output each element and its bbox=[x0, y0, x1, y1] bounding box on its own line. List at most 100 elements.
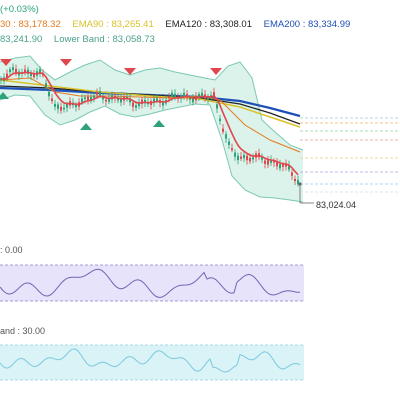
candle-body bbox=[102, 95, 104, 100]
candle-body bbox=[105, 99, 107, 102]
candle-body bbox=[279, 164, 281, 169]
band-fill bbox=[0, 345, 304, 380]
candle-body bbox=[288, 165, 290, 170]
sell-signal-icon bbox=[0, 59, 12, 66]
candle-body bbox=[201, 92, 203, 97]
candle-body bbox=[282, 164, 284, 167]
candle-body bbox=[294, 178, 296, 182]
sell-signal-icon bbox=[60, 59, 72, 66]
legend-ema-30: 30 : 83,178.32 bbox=[0, 19, 61, 30]
legend-ema200: EMA200 : 83,334.99 bbox=[263, 19, 351, 30]
candle-body bbox=[228, 141, 230, 145]
candle-body bbox=[219, 118, 221, 121]
legend-line-2: 30 : 83,178.32 EMA90 : 83,265.41 EMA120 … bbox=[0, 19, 359, 31]
sell-signal-icon bbox=[124, 68, 136, 75]
candle-body bbox=[234, 152, 236, 157]
band-panel-label: and : 30.00 bbox=[0, 326, 46, 336]
candle-body bbox=[225, 134, 227, 139]
candle-body bbox=[99, 91, 101, 96]
candle-body bbox=[24, 69, 26, 74]
lower-band-line bbox=[0, 94, 304, 203]
candle-body bbox=[297, 179, 299, 185]
candle-body bbox=[120, 97, 122, 103]
candle-body bbox=[63, 107, 65, 110]
candle-body bbox=[276, 162, 278, 167]
rsi-line bbox=[0, 268, 300, 299]
candle-body bbox=[207, 96, 209, 100]
candle-body bbox=[261, 157, 263, 160]
candle-body bbox=[156, 98, 158, 101]
candle-body bbox=[174, 93, 176, 99]
candle-body bbox=[249, 157, 251, 162]
candle-body bbox=[33, 74, 35, 78]
legend-ema90: EMA90 : 83,265.41 bbox=[72, 19, 154, 30]
candle-body bbox=[135, 105, 137, 108]
candle-body bbox=[15, 68, 17, 74]
candle-body bbox=[6, 73, 8, 79]
rsi-panel bbox=[0, 264, 304, 302]
candle-body bbox=[138, 103, 140, 107]
candle-body bbox=[168, 96, 170, 99]
candle-body bbox=[222, 128, 224, 132]
candle-body bbox=[132, 102, 134, 107]
ema-mid-line bbox=[0, 77, 301, 153]
candle-body bbox=[9, 69, 11, 73]
legend-ema120: EMA120 : 83,308.01 bbox=[165, 19, 252, 30]
candle-body bbox=[213, 92, 215, 97]
candle-body bbox=[84, 97, 86, 100]
candle-body bbox=[171, 92, 173, 97]
candle-body bbox=[243, 154, 245, 159]
candle-body bbox=[39, 69, 41, 73]
candle-body bbox=[54, 103, 56, 107]
candle-body bbox=[186, 93, 188, 98]
candle-body bbox=[93, 95, 95, 98]
last-price-dot bbox=[298, 182, 302, 186]
rsi-panel-label: : 0.00 bbox=[0, 245, 23, 255]
candle-body bbox=[252, 157, 254, 160]
candle-body bbox=[108, 97, 110, 102]
buy-signal-icon bbox=[153, 120, 165, 127]
price-change: (+0.03%) bbox=[0, 4, 39, 15]
candle-body bbox=[192, 98, 194, 103]
candle-body bbox=[270, 159, 272, 163]
candle-body bbox=[60, 106, 62, 111]
sell-signal-icon bbox=[210, 68, 222, 75]
legend-line-3: 83,241.90 Lower Band : 83,058.73 bbox=[0, 34, 164, 46]
legend-upper-band: 83,241.90 bbox=[0, 34, 43, 45]
candle-body bbox=[237, 155, 239, 161]
candle-body bbox=[240, 156, 242, 159]
last-price-label: 83,024.04 bbox=[316, 200, 357, 210]
candle-body bbox=[75, 104, 77, 108]
candle-body bbox=[117, 97, 119, 101]
candle-body bbox=[183, 92, 185, 98]
candle-body bbox=[198, 93, 200, 97]
candle-body bbox=[81, 98, 83, 103]
candle-body bbox=[216, 104, 218, 109]
candle-body bbox=[90, 96, 92, 102]
bollinger-band-fill bbox=[0, 56, 303, 202]
candle-body bbox=[51, 98, 53, 102]
candle-body bbox=[162, 101, 164, 106]
candle-body bbox=[231, 148, 233, 151]
candle-body bbox=[111, 95, 113, 100]
band-panel bbox=[0, 344, 304, 381]
candle-body bbox=[57, 104, 59, 109]
legend-lower-band: Lower Band : 83,058.73 bbox=[53, 34, 155, 45]
ema-short-line bbox=[0, 71, 299, 176]
upper-band-line bbox=[0, 55, 304, 151]
band-line bbox=[0, 348, 301, 373]
candle-body bbox=[264, 160, 266, 164]
candle-body bbox=[96, 91, 98, 95]
buy-signal-icon bbox=[80, 123, 92, 130]
buy-signal-icon bbox=[0, 92, 9, 99]
candle-body bbox=[153, 98, 155, 103]
candle-body bbox=[291, 172, 293, 176]
legend-line-1: (+0.03%) bbox=[0, 4, 48, 16]
candle-body bbox=[45, 83, 47, 88]
candle-body bbox=[267, 160, 269, 165]
candle-body bbox=[30, 73, 32, 77]
candle-body bbox=[129, 98, 131, 103]
candle-body bbox=[48, 91, 50, 97]
candle-body bbox=[189, 97, 191, 100]
